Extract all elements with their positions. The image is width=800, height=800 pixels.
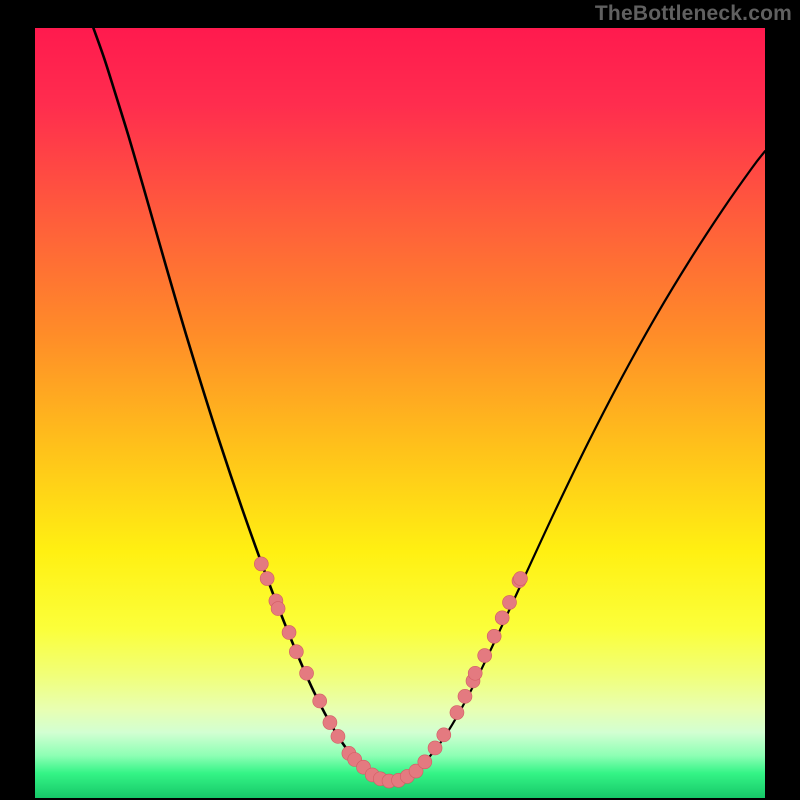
dot-marker — [487, 629, 501, 643]
dot-marker — [495, 611, 509, 625]
dot-marker — [450, 706, 464, 720]
curve-right — [389, 151, 765, 781]
dot-marker — [428, 741, 442, 755]
dot-marker — [323, 716, 337, 730]
dot-marker — [254, 557, 268, 571]
dot-marker — [513, 572, 527, 586]
dot-series-1 — [342, 728, 451, 788]
dot-marker — [478, 649, 492, 663]
dot-marker — [289, 645, 303, 659]
dot-marker — [458, 689, 472, 703]
dot-marker — [437, 728, 451, 742]
dot-marker — [260, 572, 274, 586]
dot-marker — [271, 602, 285, 616]
dot-series-0 — [254, 557, 345, 743]
dot-marker — [418, 755, 432, 769]
dot-marker — [503, 595, 517, 609]
curve-left — [93, 28, 389, 781]
dot-marker — [300, 666, 314, 680]
dot-marker — [313, 694, 327, 708]
curve-layer — [35, 28, 765, 798]
chart-root: TheBottleneck.com — [0, 0, 800, 800]
dot-marker — [282, 625, 296, 639]
dot-marker — [331, 729, 345, 743]
watermark: TheBottleneck.com — [595, 2, 792, 26]
plot-area — [35, 28, 765, 798]
dot-marker — [468, 666, 482, 680]
